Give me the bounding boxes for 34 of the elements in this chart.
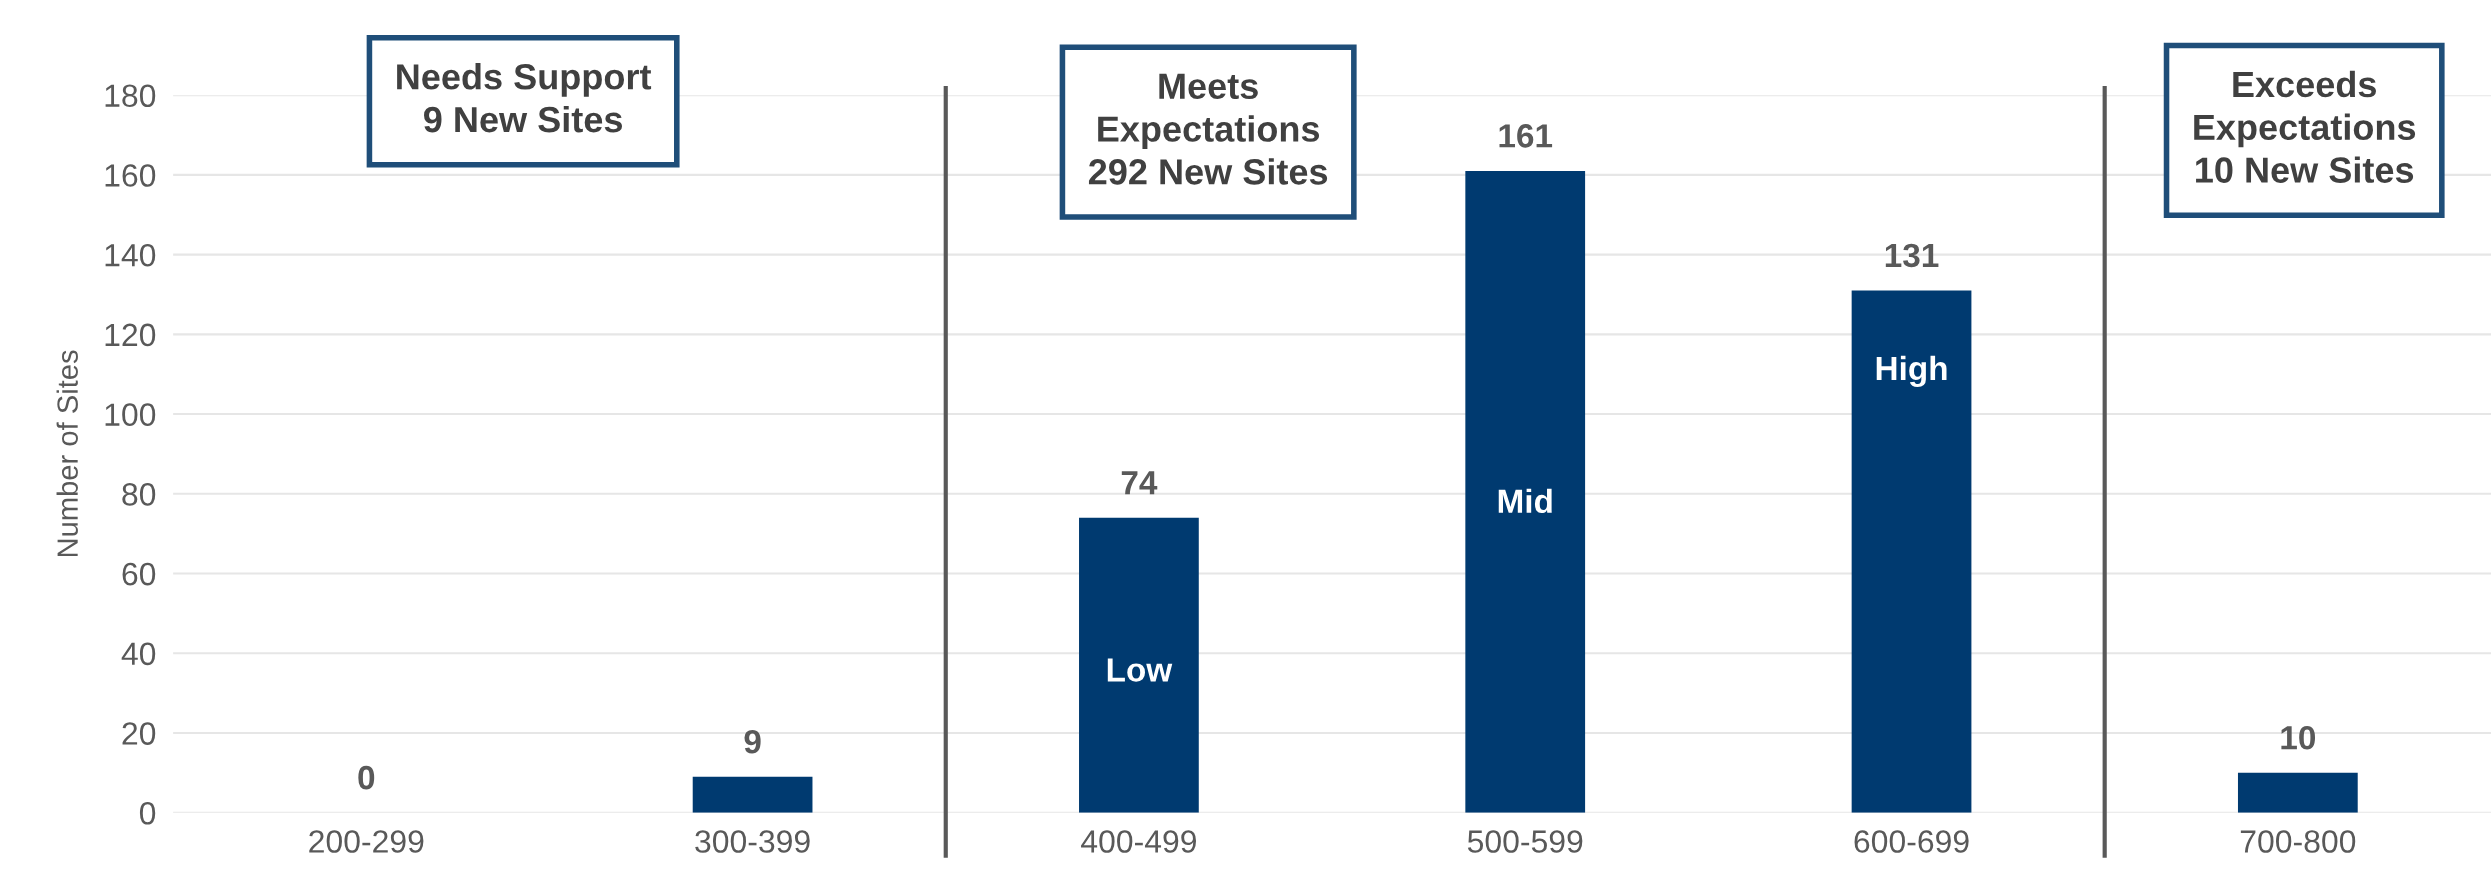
- y-tick-label: 60: [122, 562, 156, 586]
- y-axis-title: Number of Sites: [56, 350, 78, 557]
- annotation: Needs Support 9 New Sites: [397, 63, 652, 133]
- data-label: 74: [1121, 471, 1158, 495]
- x-tick-label: 600-699: [1854, 830, 1969, 853]
- data-label: 131: [1885, 243, 1939, 268]
- data-label: 9: [744, 729, 761, 754]
- x-tick-label: 300-399: [695, 830, 810, 853]
- bar: [1465, 170, 1586, 813]
- y-tick-label: 140: [105, 243, 156, 267]
- data-label: 0: [358, 765, 375, 790]
- y-tick-label: 40: [121, 642, 156, 666]
- bar: [1079, 517, 1199, 813]
- bar: [692, 776, 813, 813]
- bar: [1851, 290, 1972, 813]
- annotation: Exceeds Expectations 10 New Sites: [2194, 70, 2416, 183]
- data-label: 10: [2281, 726, 2316, 750]
- data-label: 161: [1499, 124, 1553, 148]
- annotation: High: [1876, 355, 1947, 388]
- x-tick-label: 500-599: [1467, 830, 1583, 853]
- x-tick-label: 200-299: [309, 830, 424, 853]
- y-tick-label: 100: [105, 403, 156, 426]
- annotation: Mid: [1498, 488, 1552, 514]
- x-tick-label: 400-499: [1081, 830, 1197, 853]
- y-tick-label: 0: [139, 801, 156, 825]
- annotation: Low: [1107, 658, 1173, 682]
- x-tick-label: 700-800: [2240, 830, 2356, 853]
- y-tick-label: 180: [105, 84, 156, 108]
- annotation: Meets Expectations 292 New Sites: [1088, 73, 1328, 185]
- bar: [2237, 772, 2358, 813]
- y-tick-label: 20: [122, 722, 156, 745]
- y-tick-label: 80: [122, 483, 156, 506]
- y-tick-label: 120: [105, 323, 156, 347]
- y-tick-label: 160: [105, 164, 156, 187]
